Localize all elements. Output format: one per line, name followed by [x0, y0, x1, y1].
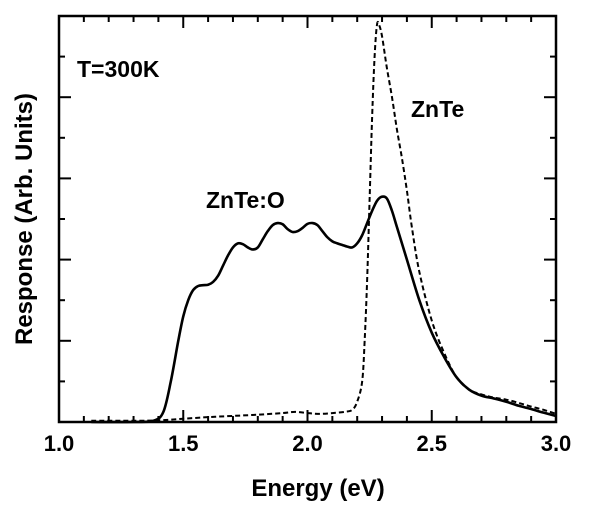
- x-tick-labels: 1.0 1.5 2.0 2.5 3.0: [44, 431, 572, 456]
- series-line-znte-o: [91, 195, 557, 424]
- x-tick-label: 3.0: [541, 431, 572, 456]
- x-axis-title: Energy (eV): [251, 475, 384, 502]
- annotation-znte: ZnTe: [411, 96, 464, 122]
- annotation-znte-o: ZnTe:O: [206, 187, 285, 213]
- y-axis-title: Response (Arb. Units): [11, 93, 38, 345]
- tick-marks: [58, 15, 557, 423]
- x-tick-label: 2.5: [416, 431, 447, 456]
- x-tick-label: 1.5: [168, 431, 199, 456]
- annotation-temperature: T=300K: [77, 56, 160, 82]
- series-line-znte: [91, 20, 557, 422]
- x-tick-label: 2.0: [292, 431, 323, 456]
- series-lines: [91, 20, 557, 424]
- x-tick-label: 1.0: [44, 431, 75, 456]
